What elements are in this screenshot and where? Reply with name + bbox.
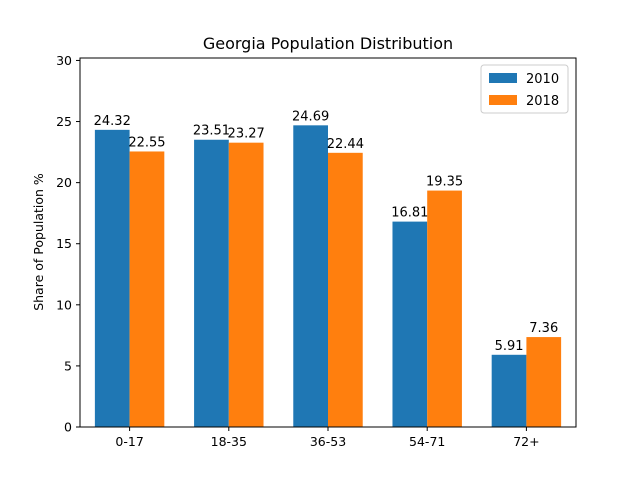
x-tick-label: 0-17 [115, 434, 143, 449]
x-tick-label: 18-35 [211, 434, 247, 449]
y-tick-label: 25 [56, 114, 72, 129]
bar-2010-18-35 [194, 139, 229, 427]
data-label-2010-54-71: 16.81 [391, 206, 428, 221]
data-label-2018-36-53: 22.44 [327, 137, 364, 152]
data-label-2018-72+: 7.36 [529, 321, 558, 336]
x-tick-label: 36-53 [310, 434, 346, 449]
bar-2010-0-17 [94, 129, 130, 427]
bar-2018-72+ [526, 337, 562, 427]
data-label-2018-54-71: 19.35 [426, 175, 463, 190]
legend-label-2018: 2018 [526, 94, 559, 109]
legend: 2010 2018 [480, 64, 569, 114]
axes-layer: 0 5 10 15 20 25 30 0-17 18-35 36-53 54-71 72+ [56, 53, 577, 449]
chart-title: Georgia Population Distribution [203, 34, 453, 53]
legend-swatch-2010 [489, 73, 517, 83]
bar-2018-54-71 [427, 190, 462, 427]
data-label-2010-36-53: 24.69 [292, 109, 329, 124]
bar-2010-54-71 [392, 221, 428, 427]
y-axis-label: Share of Population % [31, 173, 46, 311]
bar-2018-18-35 [228, 142, 264, 427]
bar-2018-0-17 [129, 151, 165, 427]
x-tick-label: 54-71 [409, 434, 445, 449]
x-tick-label: 72+ [513, 434, 539, 449]
y-tick-label: 0 [64, 420, 72, 435]
bar-2010-72+ [491, 354, 527, 427]
y-tick-label: 10 [56, 297, 72, 312]
y-tick-label: 30 [56, 53, 72, 68]
data-label-2018-0-17: 22.55 [128, 135, 165, 150]
y-tick-label: 15 [56, 236, 72, 251]
y-tick-label: 20 [56, 175, 72, 190]
legend-label-2010: 2010 [526, 72, 559, 87]
y-tick-label: 5 [64, 358, 72, 373]
legend-swatch-2018 [489, 95, 517, 105]
bar-2018-36-53 [328, 152, 363, 427]
data-label-2010-18-35: 23.51 [193, 124, 230, 139]
bar-2010-36-53 [293, 125, 328, 428]
data-label-2018-18-35: 23.27 [228, 127, 265, 142]
data-label-2010-72+: 5.91 [495, 339, 524, 354]
data-label-2010-0-17: 24.32 [94, 114, 131, 129]
bars-layer [94, 125, 562, 428]
